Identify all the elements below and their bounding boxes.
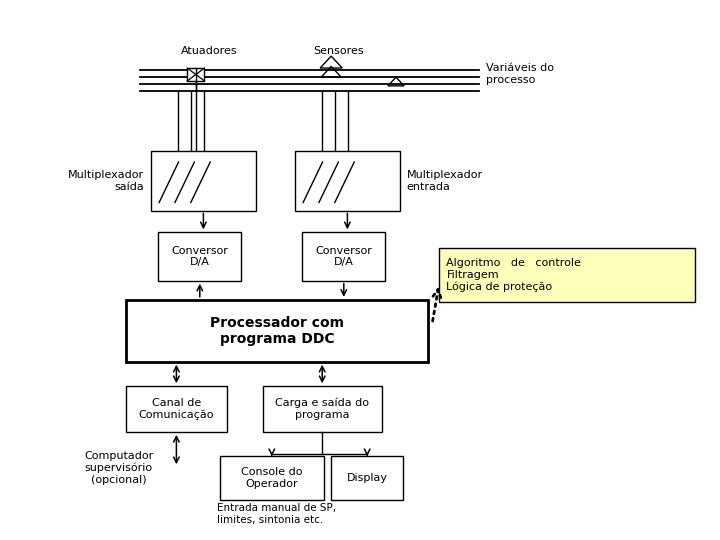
Bar <box>126 300 428 362</box>
Bar <box>331 456 403 500</box>
Text: Multiplexador
saída: Multiplexador saída <box>68 170 144 192</box>
Text: Display: Display <box>347 473 387 483</box>
Bar <box>302 232 385 281</box>
Bar <box>295 151 400 211</box>
Text: Processador com
programa DDC: Processador com programa DDC <box>210 316 344 346</box>
Text: Conversor
D/A: Conversor D/A <box>171 246 228 267</box>
Text: Atuadores: Atuadores <box>181 45 237 56</box>
Text: Multiplexador
entrada: Multiplexador entrada <box>407 170 483 192</box>
Bar <box>187 68 204 81</box>
Bar <box>263 386 382 432</box>
Text: Algoritmo   de   controle
Filtragem
Lógica de proteção: Algoritmo de controle Filtragem Lógica d… <box>446 259 581 292</box>
Bar <box>439 248 695 302</box>
Text: Canal de
Comunicação: Canal de Comunicação <box>139 398 214 420</box>
Text: Sensores: Sensores <box>313 45 364 56</box>
Text: Variáveis do
processo: Variáveis do processo <box>486 63 554 85</box>
Text: Console do
Operador: Console do Operador <box>241 467 302 489</box>
Bar <box>158 232 241 281</box>
Text: Carga e saída do
programa: Carga e saída do programa <box>275 398 369 420</box>
Bar <box>126 386 227 432</box>
Text: Computador
supervisório
(opcional): Computador supervisório (opcional) <box>84 451 153 485</box>
Text: Conversor
D/A: Conversor D/A <box>315 246 372 267</box>
Bar <box>220 456 324 500</box>
Text: Entrada manual de SP,
limites, sintonia etc.: Entrada manual de SP, limites, sintonia … <box>217 503 336 525</box>
Bar <box>151 151 256 211</box>
